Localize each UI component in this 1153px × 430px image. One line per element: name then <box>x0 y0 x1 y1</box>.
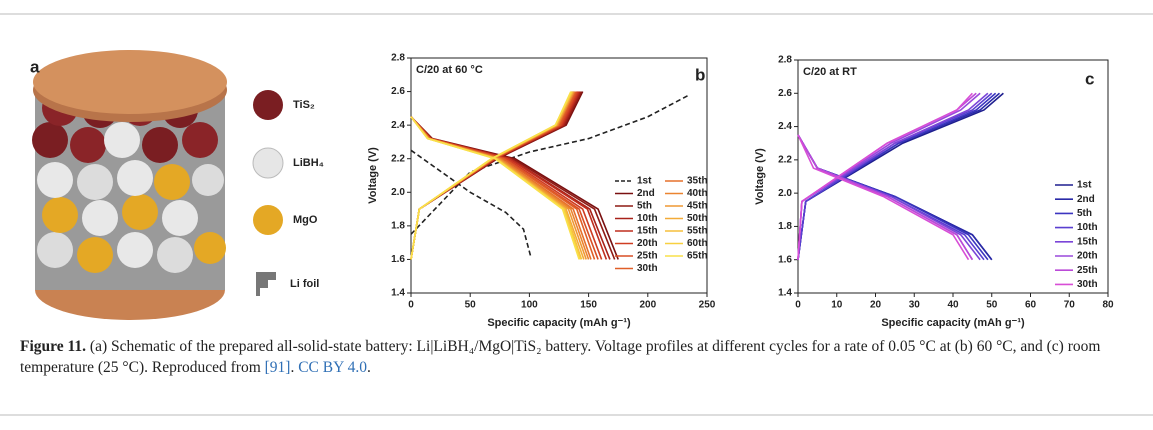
y-tick-label: 2.6 <box>391 86 405 97</box>
legend-label: 35th <box>687 176 708 187</box>
x-tick-label: 30 <box>909 300 921 311</box>
x-tick-label: 250 <box>699 300 716 311</box>
legend-text: TiS₂ <box>293 99 315 111</box>
annotation: C/20 at 60 °C <box>416 64 483 76</box>
legend-text: Li foil <box>290 278 319 290</box>
legend-label: 10th <box>637 213 658 224</box>
legend-label: 40th <box>687 188 708 199</box>
legend-text: LiBH₄ <box>293 157 324 169</box>
legend-label: 1st <box>1077 180 1092 191</box>
series-line <box>410 91 590 260</box>
y-tick-label: 1.8 <box>778 221 792 232</box>
legend-label: 45th <box>687 201 708 212</box>
legend-text: MgO <box>293 214 318 226</box>
series-line <box>410 91 616 260</box>
x-tick-label: 20 <box>870 300 882 311</box>
series-line <box>797 92 973 261</box>
y-tick-label: 2.0 <box>391 187 405 198</box>
legend-label: 25th <box>1077 265 1098 276</box>
legend-label: 60th <box>687 238 708 249</box>
legend-label: 2nd <box>1077 194 1095 205</box>
x-tick-label: 60 <box>1025 300 1037 311</box>
y-tick-label: 1.8 <box>391 220 405 231</box>
reference-link[interactable]: [91] <box>264 359 291 376</box>
y-tick-label: 2.8 <box>778 55 792 66</box>
legend-label: 50th <box>687 213 708 224</box>
x-tick-label: 40 <box>947 300 959 311</box>
y-tick-label: 2.4 <box>778 121 792 132</box>
legend-label: 65th <box>687 251 708 262</box>
series-line <box>410 91 585 260</box>
y-tick-label: 2.2 <box>778 154 792 165</box>
y-axis-label: Voltage (V) <box>754 148 766 205</box>
x-tick-label: 200 <box>639 300 656 311</box>
y-axis-label: Voltage (V) <box>367 147 379 204</box>
x-tick-label: 80 <box>1102 300 1114 311</box>
series-line <box>410 94 690 257</box>
series-line <box>797 92 997 261</box>
x-tick-label: 0 <box>408 300 414 311</box>
caption-text: (a) Schematic of the prepared all-solid-… <box>20 338 1101 376</box>
x-tick-label: 50 <box>465 300 477 311</box>
plot-frame <box>410 57 708 294</box>
annotation: C/20 at RT <box>803 66 857 78</box>
caption-label: Figure 11. <box>20 338 87 355</box>
y-tick-label: 1.4 <box>391 288 405 299</box>
x-axis-label: Specific capacity (mAh g⁻¹) <box>881 317 1025 329</box>
caption: Figure 11. (a) Schematic of the prepared… <box>20 336 1130 378</box>
y-tick-label: 1.6 <box>391 254 405 265</box>
y-tick-label: 2.0 <box>778 188 792 199</box>
y-tick-label: 2.4 <box>391 120 405 131</box>
x-tick-label: 10 <box>831 300 843 311</box>
y-tick-label: 2.2 <box>391 153 405 164</box>
series-line <box>410 91 583 260</box>
x-tick-label: 70 <box>1064 300 1076 311</box>
legend-label: 1st <box>637 176 652 187</box>
x-tick-label: 0 <box>795 300 801 311</box>
x-tick-label: 150 <box>580 300 597 311</box>
panel-label: c <box>1085 69 1094 88</box>
legend-label: 30th <box>637 263 658 274</box>
legend-label: 20th <box>637 238 658 249</box>
legend-label: 2nd <box>637 188 655 199</box>
y-tick-label: 2.6 <box>778 88 792 99</box>
legend-label: 5th <box>1077 208 1092 219</box>
legend-label: 55th <box>687 226 708 237</box>
license-link[interactable]: CC BY 4.0 <box>298 359 367 376</box>
panel-label: b <box>695 65 705 84</box>
series-line <box>410 91 580 260</box>
series-line <box>410 91 619 260</box>
panel-label: a <box>30 57 40 76</box>
legend-label: 5th <box>637 201 652 212</box>
x-tick-label: 50 <box>986 300 998 311</box>
x-tick-label: 100 <box>521 300 538 311</box>
series-line <box>410 91 582 260</box>
legend-label: 10th <box>1077 222 1098 233</box>
y-tick-label: 1.4 <box>778 288 792 299</box>
legend-label: 20th <box>1077 251 1098 262</box>
legend-label: 30th <box>1077 279 1098 290</box>
legend-label: 15th <box>1077 236 1098 247</box>
legend-label: 15th <box>637 226 658 237</box>
caption-text: . <box>290 359 299 376</box>
y-tick-label: 1.6 <box>778 254 792 265</box>
caption-text: . <box>366 359 371 376</box>
x-axis-label: Specific capacity (mAh g⁻¹) <box>487 317 631 329</box>
legend-label: 25th <box>637 251 658 262</box>
schematic: a TiS₂ LiBH₄ MgO Li foil <box>30 50 324 320</box>
y-tick-label: 2.8 <box>391 53 405 64</box>
